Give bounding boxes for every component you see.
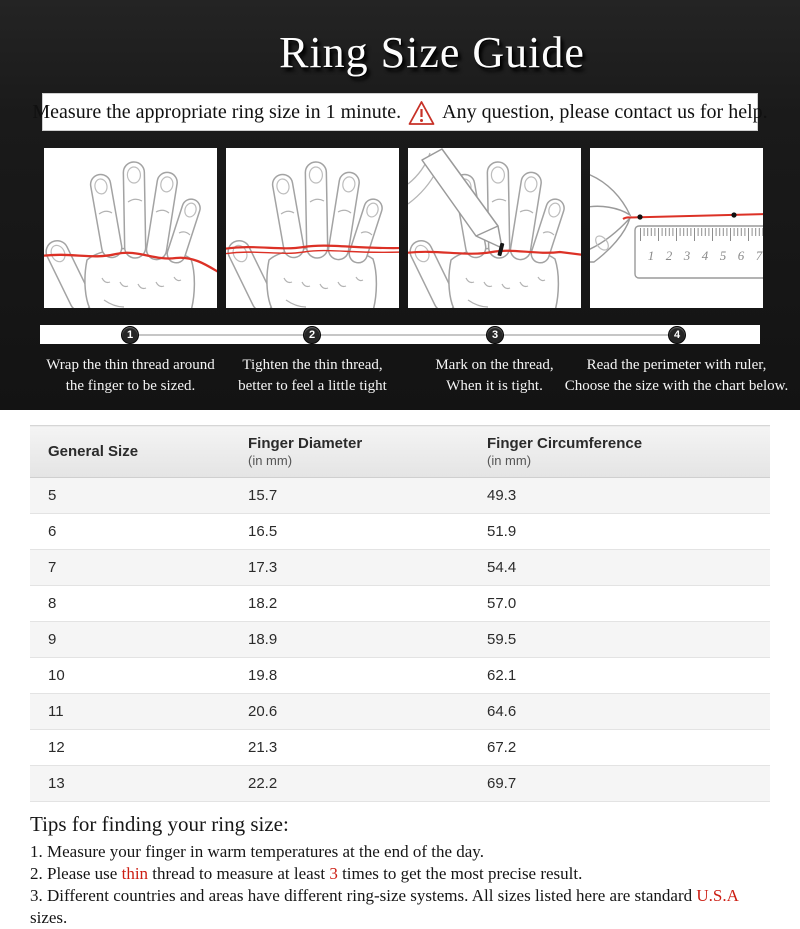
illustration-step-2-tighten-thread bbox=[226, 148, 399, 308]
cell-diameter: 17.3 bbox=[230, 549, 469, 586]
tips-section: Tips for finding your ring size: 1. Meas… bbox=[30, 811, 770, 929]
illustration-step-3-mark-thread bbox=[408, 148, 581, 308]
cell-circumference: 54.4 bbox=[469, 549, 770, 586]
page-title: Ring Size Guide bbox=[279, 28, 585, 77]
step-captions: Wrap the thin thread around the finger t… bbox=[0, 344, 800, 397]
cell-size: 13 bbox=[30, 765, 230, 802]
table-row: 6 16.5 51.9 bbox=[30, 513, 770, 550]
mark-dot bbox=[637, 214, 643, 220]
ruler-number: 1 bbox=[648, 248, 655, 263]
cell-circumference: 62.1 bbox=[469, 657, 770, 694]
illustration-step-4-measure-ruler: 1 2 3 4 5 6 7 bbox=[590, 148, 763, 308]
cell-size: 7 bbox=[30, 549, 230, 586]
table-row: 12 21.3 67.2 bbox=[30, 729, 770, 766]
table-row: 8 18.2 57.0 bbox=[30, 585, 770, 622]
cell-diameter: 18.2 bbox=[230, 585, 469, 622]
step-number-badge-3: 3 bbox=[486, 325, 504, 344]
ruler-number: 6 bbox=[738, 248, 745, 263]
table-row: 13 22.2 69.7 bbox=[30, 765, 770, 802]
cell-circumference: 51.9 bbox=[469, 513, 770, 550]
tips-title: Tips for finding your ring size: bbox=[30, 812, 289, 836]
banner-text-before: Measure the appropriate ring size in 1 m… bbox=[32, 100, 402, 123]
ring-size-table: General Size Finger Diameter (in mm) Fin… bbox=[30, 425, 770, 802]
highlight-thin: thin bbox=[121, 864, 149, 883]
step-caption-3: Mark on the thread, When it is tight. bbox=[435, 357, 554, 394]
illustration-panels: 1 2 3 4 5 6 7 bbox=[0, 131, 800, 308]
cell-diameter: 22.2 bbox=[230, 765, 469, 802]
thread-line bbox=[622, 213, 763, 220]
cell-size: 9 bbox=[30, 621, 230, 658]
cell-size: 11 bbox=[30, 693, 230, 730]
cell-size: 12 bbox=[30, 729, 230, 766]
col-header-finger-diameter: Finger Diameter (in mm) bbox=[230, 425, 469, 478]
table-row: 5 15.7 49.3 bbox=[30, 477, 770, 514]
thread-line bbox=[44, 251, 217, 273]
tip-line-1: 1. Measure your finger in warm temperatu… bbox=[30, 842, 484, 861]
step-number-badge-4: 4 bbox=[668, 325, 686, 344]
col-header-finger-circumference: Finger Circumference (in mm) bbox=[469, 425, 770, 478]
highlight-usa: U.S.A bbox=[696, 886, 738, 905]
table-row: 11 20.6 64.6 bbox=[30, 693, 770, 730]
illustration-step-1-wrap-thread bbox=[44, 148, 217, 308]
cell-size: 8 bbox=[30, 585, 230, 622]
cell-circumference: 64.6 bbox=[469, 693, 770, 730]
cell-diameter: 15.7 bbox=[230, 477, 469, 514]
ruler-number: 4 bbox=[702, 248, 709, 263]
cell-diameter: 18.9 bbox=[230, 621, 469, 658]
cell-diameter: 16.5 bbox=[230, 513, 469, 550]
step-caption-4: Read the perimeter with ruler, Choose th… bbox=[564, 357, 789, 394]
ruler-number: 7 bbox=[756, 248, 763, 263]
ruler-illustration: 1 2 3 4 5 6 7 bbox=[634, 225, 763, 279]
table-row: 10 19.8 62.1 bbox=[30, 657, 770, 694]
cell-circumference: 69.7 bbox=[469, 765, 770, 802]
cell-size: 5 bbox=[30, 477, 230, 514]
table-row: 9 18.9 59.5 bbox=[30, 621, 770, 658]
highlight-3: 3 bbox=[329, 864, 338, 883]
cell-circumference: 49.3 bbox=[469, 477, 770, 514]
ruler-number: 5 bbox=[720, 248, 727, 263]
col-header-general-size: General Size bbox=[30, 425, 230, 478]
thumb-nail bbox=[595, 235, 609, 251]
table-header-row: General Size Finger Diameter (in mm) Fin… bbox=[30, 425, 770, 478]
step-connector-line bbox=[130, 334, 677, 336]
ink-mark bbox=[497, 242, 505, 257]
cell-size: 10 bbox=[30, 657, 230, 694]
cell-diameter: 20.6 bbox=[230, 693, 469, 730]
cell-circumference: 59.5 bbox=[469, 621, 770, 658]
thread-line bbox=[226, 244, 399, 255]
pinching-fingers bbox=[590, 174, 632, 263]
cell-circumference: 67.2 bbox=[469, 729, 770, 766]
ruler-number: 2 bbox=[666, 248, 673, 263]
ruler-number: 3 bbox=[683, 248, 691, 263]
cell-diameter: 19.8 bbox=[230, 657, 469, 694]
step-caption-2: Tighten the thin thread, better to feel … bbox=[238, 357, 387, 394]
cell-diameter: 21.3 bbox=[230, 729, 469, 766]
step-progress-bar: 1 2 3 4 bbox=[40, 325, 760, 344]
instruction-banner: Measure the appropriate ring size in 1 m… bbox=[32, 93, 768, 131]
hand-illustration bbox=[44, 161, 204, 308]
cell-size: 6 bbox=[30, 513, 230, 550]
cell-circumference: 57.0 bbox=[469, 585, 770, 622]
tip-line-2: 2. Please use thin thread to measure at … bbox=[30, 864, 583, 883]
banner-text-after: Any question, please contact us for help… bbox=[442, 100, 768, 123]
step-caption-1: Wrap the thin thread around the finger t… bbox=[46, 357, 215, 394]
hand-illustration bbox=[226, 161, 386, 308]
table-row: 7 17.3 54.4 bbox=[30, 549, 770, 586]
mark-dot bbox=[731, 212, 737, 218]
thread-line bbox=[408, 249, 581, 256]
warning-triangle-icon bbox=[408, 101, 435, 125]
size-chart-section: General Size Finger Diameter (in mm) Fin… bbox=[0, 425, 800, 929]
marker-pen-icon bbox=[421, 148, 503, 249]
tip-line-3: 3. Different countries and areas have di… bbox=[30, 886, 738, 927]
step-number-badge-2: 2 bbox=[303, 325, 321, 344]
step-number-badge-1: 1 bbox=[121, 325, 139, 344]
guide-header-section: Ring Size Guide Measure the appropriate … bbox=[0, 0, 800, 410]
